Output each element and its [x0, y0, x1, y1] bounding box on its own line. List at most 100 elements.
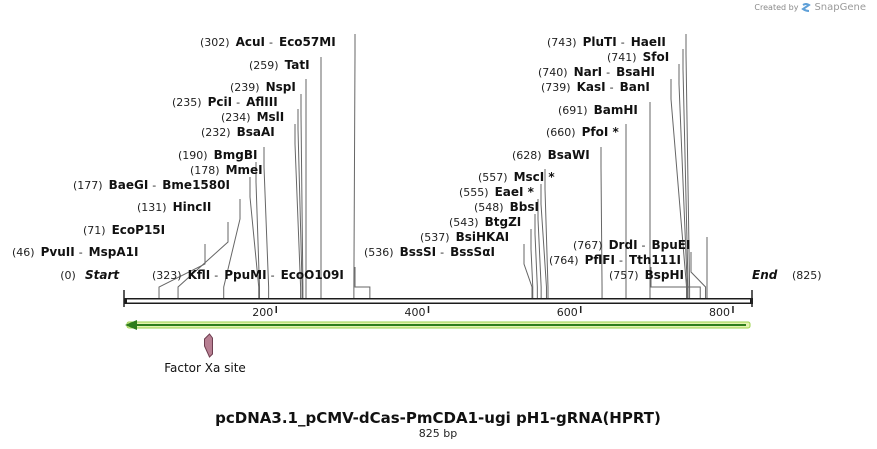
enzyme-label[interactable]: (691) BamHI — [558, 103, 638, 117]
enzyme-name: BspHI — [645, 268, 684, 282]
site-connector — [540, 184, 547, 298]
site-connector — [650, 267, 701, 298]
enzyme-label[interactable]: (235) PciI - AflIII — [172, 95, 278, 109]
site-connector — [354, 267, 371, 298]
enzyme-name: BamHI — [594, 103, 638, 117]
site-position: (302) — [200, 36, 230, 49]
enzyme-name: BbsI — [510, 200, 539, 214]
enzyme-name: SfoI — [643, 50, 670, 64]
site-position: (537) — [420, 231, 450, 244]
name-separator: - — [214, 269, 218, 282]
site-connector — [177, 222, 229, 298]
enzyme-label[interactable]: (232) BsaAI — [201, 125, 275, 139]
enzyme-label[interactable]: (741) SfoI — [607, 50, 669, 64]
feature-label: Factor Xa site — [164, 361, 246, 375]
axis-tick-label: 800 — [709, 306, 730, 319]
enzyme-label[interactable]: (740) NarI - BsaHI — [538, 65, 655, 79]
site-position: (764) — [549, 254, 579, 267]
enzyme-name: HincII — [173, 200, 212, 214]
name-separator: - — [619, 254, 623, 267]
enzyme-label[interactable]: (177) BaeGI - Bme1580I — [73, 178, 230, 192]
enzyme-name: BpuEI — [652, 238, 691, 252]
enzyme-label[interactable]: (628) BsaWI — [512, 148, 590, 162]
site-position: (536) — [364, 246, 394, 259]
site-connector — [678, 64, 688, 298]
enzyme-label[interactable]: (239) NspI — [230, 80, 296, 94]
site-connector — [294, 124, 302, 298]
enzyme-name: EcoO109I — [281, 268, 344, 282]
enzyme-name: BsiHKAI — [456, 230, 510, 244]
enzyme-label[interactable]: (190) BmgBI — [178, 148, 257, 162]
site-position: (323) — [152, 269, 182, 282]
enzyme-label[interactable]: (537) BsiHKAI — [420, 230, 509, 244]
site-position: (239) — [230, 81, 260, 94]
enzyme-name: EaeI * — [495, 185, 535, 199]
enzyme-name: BssSI — [400, 245, 437, 259]
name-separator: - — [642, 239, 646, 252]
site-connector — [297, 109, 303, 298]
enzyme-label[interactable]: (555) EaeI * — [459, 185, 535, 199]
name-separator: - — [79, 246, 83, 259]
enzyme-label[interactable]: (178) MmeI — [190, 163, 263, 177]
enzyme-labels: (302) AcuI - Eco57MI(259) TatI(239) NspI(235)… — [12, 35, 690, 282]
enzyme-name: MscI * — [514, 170, 556, 184]
enzyme-label[interactable]: (259) TatI — [249, 58, 310, 72]
axis-tick-label: 200 — [252, 306, 273, 319]
site-position: (259) — [249, 59, 279, 72]
cut-site-lines — [158, 34, 708, 298]
enzyme-name: Bme1580I — [162, 178, 230, 192]
name-separator: - — [621, 36, 625, 49]
enzyme-label[interactable]: (131) HincII — [137, 200, 211, 214]
site-position: (548) — [474, 201, 504, 214]
enzyme-label[interactable]: (323) KflI - PpuMI - EcoO109I — [152, 268, 344, 282]
enzyme-label[interactable]: (660) PfoI * — [546, 125, 619, 139]
enzyme-name: NspI — [266, 80, 296, 94]
enzyme-name: BsaHI — [616, 65, 655, 79]
orf-arrow[interactable] — [125, 320, 751, 330]
enzyme-label[interactable]: (302) AcuI - Eco57MI — [200, 35, 336, 49]
axis-ticks: 200 400 600 800 — [252, 306, 734, 319]
enzyme-label[interactable]: (757) BspHI — [609, 268, 684, 282]
enzyme-name: KflI — [188, 268, 211, 282]
enzyme-name: HaeII — [631, 35, 666, 49]
site-position: (235) — [172, 96, 202, 109]
site-connector — [690, 252, 707, 298]
site-position: (739) — [541, 81, 571, 94]
enzyme-name: MspA1I — [89, 245, 139, 259]
site-connector — [263, 147, 270, 298]
enzyme-label[interactable]: (536) BssSI - BssSαI — [364, 245, 495, 259]
axis-tick-label: 600 — [557, 306, 578, 319]
site-connector — [300, 94, 304, 298]
enzyme-label[interactable]: (234) MslI — [221, 110, 284, 124]
name-separator: - — [236, 96, 240, 109]
enzyme-label[interactable]: (764) PflFI - Tth111I — [549, 253, 681, 267]
site-position: (740) — [538, 66, 568, 79]
site-connector — [353, 34, 356, 298]
map-subtitle: 825 bp — [419, 427, 457, 440]
name-separator: - — [606, 66, 610, 79]
enzyme-label[interactable]: (743) PluTI - HaeII — [547, 35, 666, 49]
enzyme-label[interactable]: (557) MscI * — [478, 170, 555, 184]
enzyme-name: KasI — [577, 80, 606, 94]
enzyme-label[interactable]: (46) PvuII - MspA1I — [12, 245, 138, 259]
enzyme-label[interactable]: (767) DrdI - BpuEI — [573, 238, 690, 252]
site-connector — [530, 229, 534, 298]
site-connector — [249, 177, 260, 298]
map-title: pcDNA3.1_pCMV-dCas-PmCDA1-ugi pH1-gRNA(H… — [215, 409, 661, 427]
site-position: (757) — [609, 269, 639, 282]
axis-tick-label: 400 — [404, 306, 425, 319]
credit-text: Created by — [754, 3, 799, 12]
snapgene-credit: Created by SnapGene — [754, 2, 866, 13]
enzyme-label[interactable]: (71) EcoP15I — [83, 223, 165, 237]
site-position: (691) — [558, 104, 588, 117]
enzyme-label[interactable]: (548) BbsI — [474, 200, 539, 214]
sequence-backbone-core — [127, 299, 750, 303]
factor-xa-site[interactable] — [203, 333, 213, 358]
enzyme-label[interactable]: (543) BtgZI — [449, 215, 521, 229]
enzyme-label[interactable]: (739) KasI - BanI — [541, 80, 650, 94]
site-connector — [600, 147, 603, 298]
enzyme-name: PfoI * — [582, 125, 620, 139]
site-position: (628) — [512, 149, 542, 162]
enzyme-name: AflIII — [246, 95, 278, 109]
